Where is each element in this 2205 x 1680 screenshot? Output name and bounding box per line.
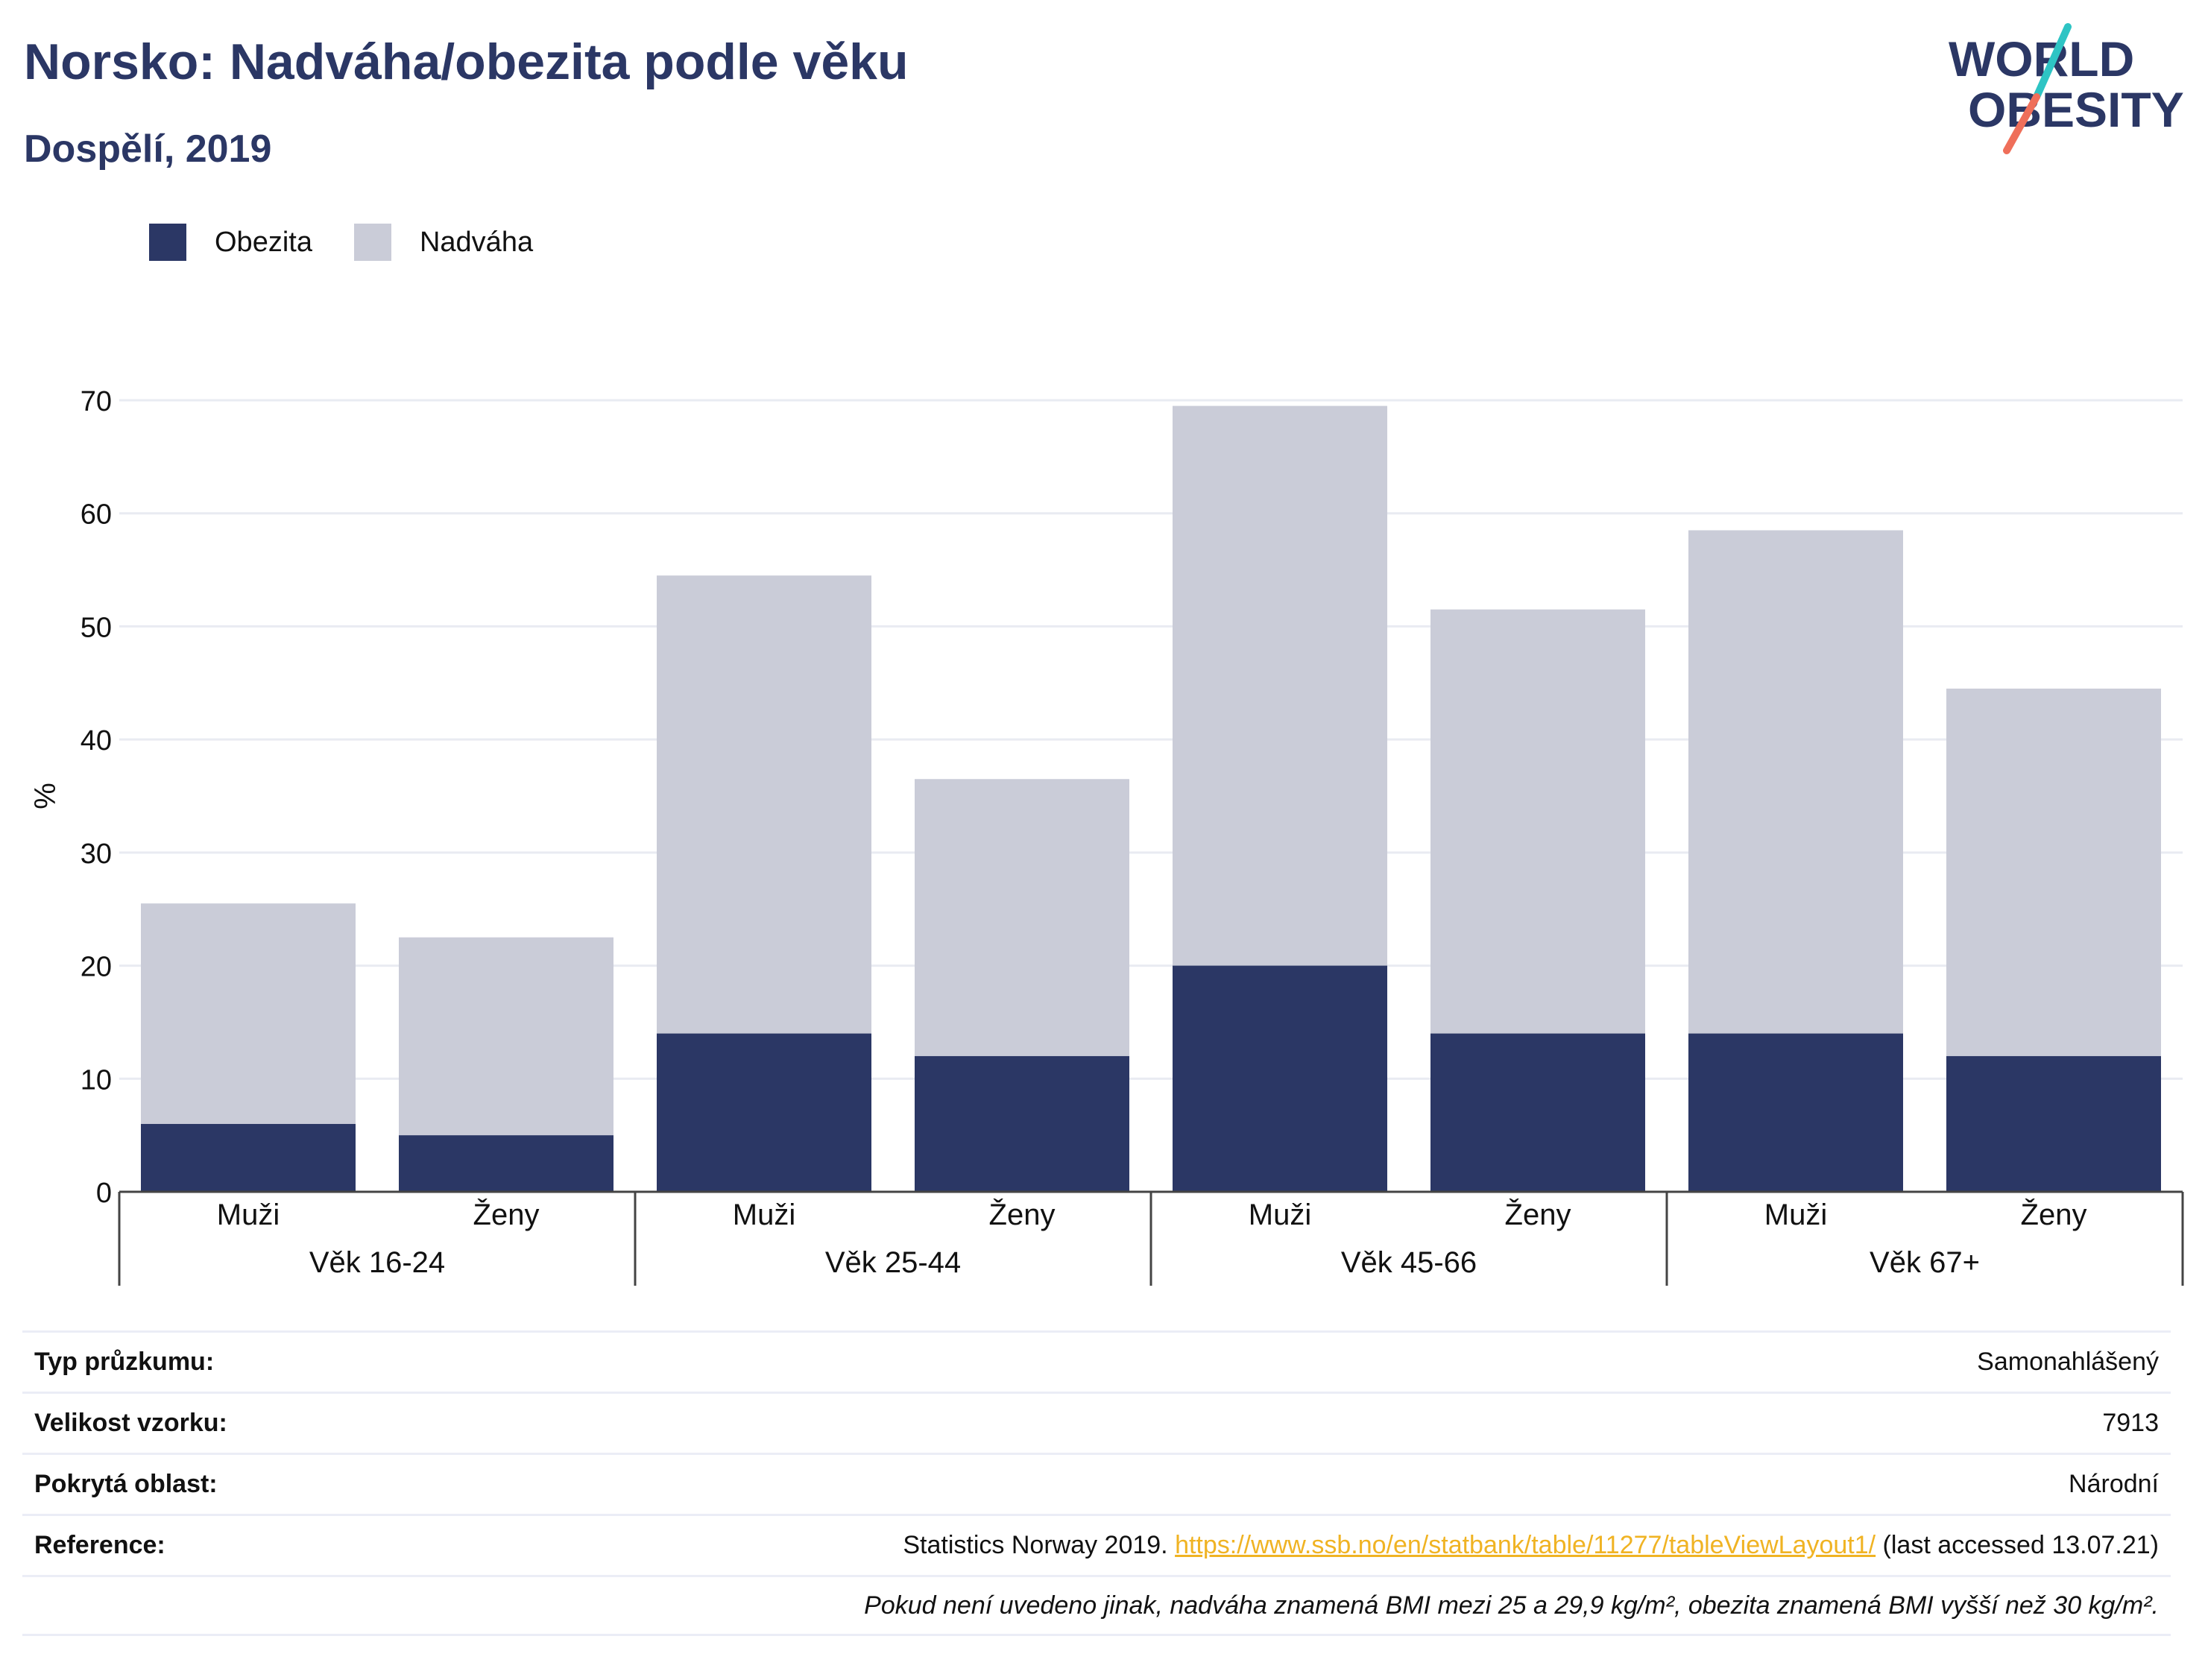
definition-note: Pokud není uvedeno jinak, nadváha znamen… xyxy=(864,1591,2159,1620)
legend-item-nadvaha[interactable]: Nadváha xyxy=(353,224,534,261)
x-tick-label: Muži xyxy=(1249,1199,1311,1231)
legend-label-nadvaha: Nadváha xyxy=(419,226,534,258)
x-tick-label: Ženy xyxy=(989,1198,1056,1231)
bar-nadvaha xyxy=(399,937,613,1136)
x-tick-label: Muži xyxy=(733,1199,795,1231)
legend-swatch-obezita xyxy=(149,224,186,261)
meta-label: Reference: xyxy=(34,1531,165,1559)
group-label: Věk 67+ xyxy=(1870,1246,1980,1279)
meta-label: Velikost vzorku: xyxy=(34,1409,227,1437)
chart-legend: Obezita Nadváha xyxy=(149,224,575,261)
x-tick-label: Ženy xyxy=(2021,1198,2087,1231)
y-tick-label: 70 xyxy=(81,386,112,417)
bar-nadvaha xyxy=(1430,609,1645,1034)
y-tick-label: 40 xyxy=(81,725,112,757)
meta-value: Národní xyxy=(2069,1470,2159,1498)
chart-subtitle: Dospělí, 2019 xyxy=(24,127,272,171)
meta-value: Samonahlášený xyxy=(1977,1348,2159,1376)
bar-obezita xyxy=(1173,965,1387,1192)
meta-row-note: Pokud není uvedeno jinak, nadváha znamen… xyxy=(22,1575,2171,1636)
y-tick-label: 30 xyxy=(81,839,112,870)
reference-link[interactable]: https://www.ssb.no/en/statbank/table/112… xyxy=(1175,1531,1876,1559)
bar-obezita xyxy=(141,1123,356,1192)
reference-suffix: (last accessed 13.07.21) xyxy=(1876,1531,2159,1559)
y-tick-label: 60 xyxy=(81,499,112,531)
bar-obezita xyxy=(1688,1033,1903,1192)
y-tick-label: 0 xyxy=(96,1178,112,1209)
meta-label: Typ průzkumu: xyxy=(34,1348,215,1376)
group-label: Věk 45-66 xyxy=(1341,1246,1477,1279)
survey-info-table: Typ průzkumu: Samonahlášený Velikost vzo… xyxy=(22,1330,2171,1636)
bar-nadvaha xyxy=(657,575,871,1034)
bar-nadvaha xyxy=(1946,688,2161,1056)
bar-nadvaha xyxy=(141,903,356,1124)
reference-value: Statistics Norway 2019. https://www.ssb.… xyxy=(903,1531,2159,1560)
meta-row-reference: Reference: Statistics Norway 2019. https… xyxy=(22,1514,2171,1575)
logo-text-obesity: OBESITY xyxy=(1968,82,2184,137)
bar-obezita xyxy=(1946,1055,2161,1192)
bar-obezita xyxy=(1430,1033,1645,1192)
logo-slash-teal xyxy=(2033,23,2072,101)
x-tick-label: Ženy xyxy=(473,1198,540,1231)
x-tick-label: Muži xyxy=(217,1199,280,1231)
meta-row-area: Pokrytá oblast: Národní xyxy=(22,1453,2171,1514)
y-tick-label: 10 xyxy=(81,1064,112,1096)
x-tick-label: Muži xyxy=(1764,1199,1827,1231)
y-axis-label: % xyxy=(29,783,62,809)
legend-item-obezita[interactable]: Obezita xyxy=(149,224,312,261)
y-tick-label: 20 xyxy=(81,952,112,983)
bar-nadvaha xyxy=(1688,530,1903,1034)
bar-obezita xyxy=(915,1055,1129,1192)
group-label: Věk 16-24 xyxy=(309,1246,445,1279)
legend-swatch-nadvaha xyxy=(353,224,391,261)
world-obesity-logo: WORLD OBESITY xyxy=(1949,23,2184,154)
logo-slash-coral xyxy=(2003,93,2040,154)
meta-row-survey-type: Typ průzkumu: Samonahlášený xyxy=(22,1330,2171,1392)
stacked-bar-chart: 0 10 20 30 40 50 60 70% Muži Ženy Muži Ženy Muži Ženy… xyxy=(29,386,2184,1286)
chart-title: Norsko: Nadváha/obezita podle věku xyxy=(24,34,909,90)
bar-obezita xyxy=(399,1135,613,1192)
bar-nadvaha xyxy=(915,779,1129,1056)
meta-row-sample-size: Velikost vzorku: 7913 xyxy=(22,1392,2171,1453)
legend-label-obezita: Obezita xyxy=(215,226,312,258)
group-label: Věk 25-44 xyxy=(825,1246,961,1279)
meta-label: Pokrytá oblast: xyxy=(34,1470,218,1498)
reference-prefix: Statistics Norway 2019. xyxy=(903,1531,1176,1559)
meta-value: 7913 xyxy=(2102,1409,2159,1437)
x-tick-label: Ženy xyxy=(1505,1198,1571,1231)
bar-obezita xyxy=(657,1033,871,1192)
y-tick-label: 50 xyxy=(81,612,112,643)
bar-nadvaha xyxy=(1173,405,1387,966)
